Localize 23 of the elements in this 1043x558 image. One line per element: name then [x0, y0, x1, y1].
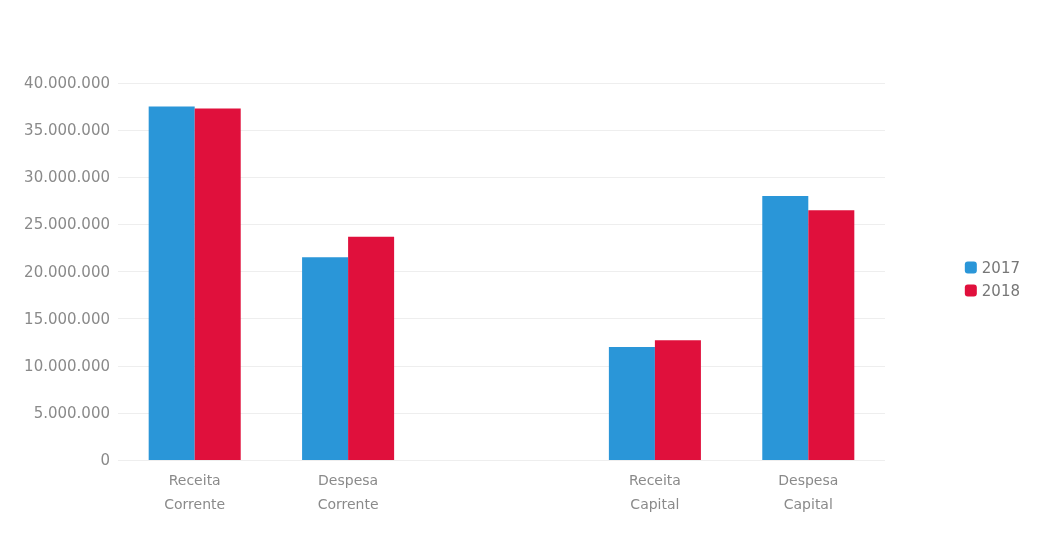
bar	[654, 340, 701, 460]
y-tick-label: 10.000.000	[24, 356, 110, 375]
legend-label: 2017	[981, 258, 1021, 277]
y-tick-label: 35.000.000	[24, 121, 110, 140]
bar	[148, 106, 195, 460]
y-tick-label: 40.000.000	[24, 74, 110, 92]
bar	[762, 196, 809, 460]
bar	[808, 210, 855, 460]
x-tick-label: Receita Capital	[628, 472, 681, 512]
y-tick-label: 15.000.000	[24, 309, 110, 328]
y-tick-label: 30.000.000	[24, 168, 110, 187]
y-tick-label: 20.000.000	[24, 262, 110, 281]
x-tick-label: Despesa Capital	[778, 472, 839, 512]
y-tick-label: 25.000.000	[24, 215, 110, 234]
y-tick-label: 0	[100, 451, 110, 469]
bar	[194, 108, 241, 460]
y-tick-label: 5.000.000	[33, 403, 110, 422]
x-tick-label: Despesa Corrente	[317, 472, 379, 512]
bar	[348, 236, 395, 460]
bar	[302, 257, 349, 460]
x-tick-label: Receita Corrente	[164, 472, 226, 512]
legend-label: 2018	[981, 281, 1021, 300]
bar	[608, 346, 655, 460]
